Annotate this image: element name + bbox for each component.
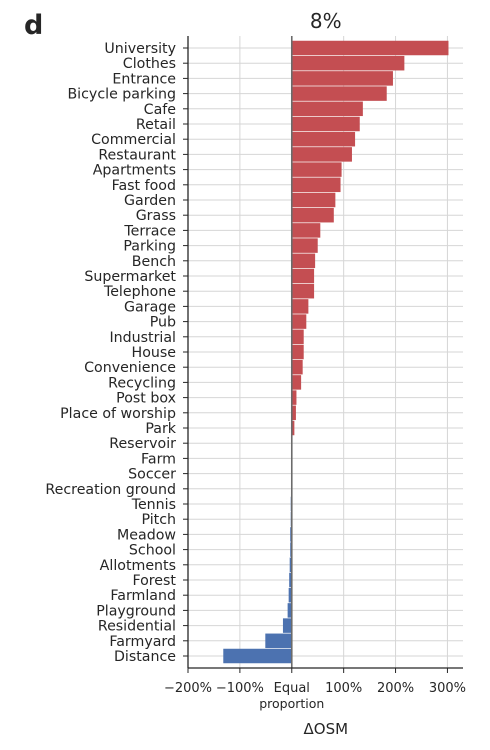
bar (291, 314, 307, 329)
category-label: Pitch (141, 512, 176, 528)
x-tick-label: 100% (325, 681, 362, 696)
category-label: Residential (98, 619, 176, 635)
category-label: Tennis (131, 497, 176, 513)
bar (291, 131, 356, 147)
chart-title: 8% (310, 9, 342, 33)
category-label: Restaurant (98, 147, 176, 163)
bar (291, 40, 449, 56)
bar (291, 207, 334, 223)
category-label: Telephone (103, 284, 176, 300)
bar (289, 572, 292, 588)
bar (282, 618, 292, 633)
bar (291, 86, 387, 101)
x-tick-label: Equal (274, 681, 310, 696)
category-label: Retail (136, 117, 176, 133)
bar (291, 268, 315, 284)
category-label: Farmland (110, 588, 176, 604)
category-label: Soccer (128, 467, 176, 483)
bar (289, 557, 292, 573)
bar (291, 390, 297, 405)
bar (291, 192, 336, 208)
bar (291, 420, 295, 436)
category-label: Fast food (112, 178, 176, 194)
category-label: Recreation ground (45, 482, 176, 498)
category-label: Bicycle parking (67, 87, 176, 103)
x-tick-label: 200% (377, 681, 414, 696)
category-label: Grass (136, 208, 176, 224)
category-label: Farm (141, 451, 176, 467)
category-label: University (104, 41, 176, 57)
bar (291, 359, 303, 375)
bar (291, 101, 363, 117)
bar (291, 375, 302, 390)
bar (291, 238, 318, 253)
category-label: Parking (123, 239, 176, 255)
category-label: Apartments (93, 163, 176, 179)
category-label: Convenience (84, 360, 176, 376)
bar (288, 587, 292, 603)
category-label: Recycling (108, 375, 176, 391)
bar (291, 253, 316, 269)
x-tick-label: −200% (164, 681, 212, 696)
bar (291, 283, 315, 299)
bar (291, 177, 341, 193)
bar (291, 162, 342, 177)
bar (291, 55, 405, 71)
category-label: House (132, 345, 176, 361)
category-label: Bench (132, 254, 176, 270)
bar (265, 633, 292, 649)
bar (291, 147, 352, 162)
bar (223, 648, 292, 664)
category-label: Post box (116, 391, 176, 407)
x-tick-label: 300% (429, 681, 466, 696)
category-label: Clothes (123, 56, 176, 72)
category-label: Pub (150, 315, 176, 331)
bar (291, 405, 296, 421)
category-label: Allotments (100, 558, 176, 574)
category-label: Garden (124, 193, 176, 209)
category-label: Distance (114, 649, 176, 665)
category-label: Meadow (117, 527, 176, 543)
category-label: Supermarket (84, 269, 176, 285)
bar (287, 603, 292, 618)
x-tick-sublabel: proportion (259, 696, 324, 711)
bar (291, 299, 309, 314)
bar (291, 71, 393, 86)
x-tick-label: −100% (216, 681, 264, 696)
category-label: Commercial (91, 132, 176, 148)
category-label: School (129, 543, 176, 559)
category-label: Reservoir (109, 436, 176, 452)
category-label: Park (145, 421, 176, 437)
bar (291, 116, 360, 132)
category-label: Industrial (109, 330, 176, 346)
x-axis-label: ΔOSM (304, 720, 349, 738)
bar (291, 329, 304, 345)
category-label: Forest (132, 573, 176, 589)
category-label: Farmyard (109, 634, 176, 650)
category-label: Place of worship (60, 406, 176, 422)
category-label: Cafe (144, 102, 176, 118)
panel-letter: d (24, 10, 44, 41)
category-label: Terrace (123, 223, 176, 239)
category-label: Garage (124, 299, 176, 315)
category-label: Entrance (112, 71, 176, 87)
bar (291, 223, 321, 238)
category-label: Playground (96, 603, 176, 619)
bar (291, 344, 304, 360)
